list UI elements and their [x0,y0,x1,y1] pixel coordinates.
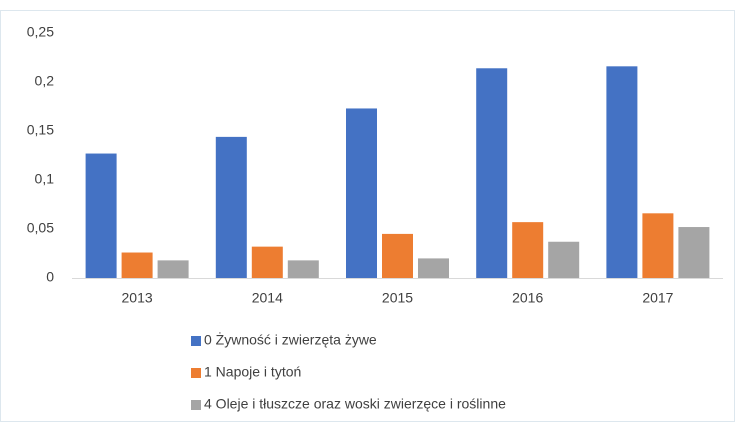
bar [418,258,449,278]
bar [287,260,319,278]
legend-label: 1 Napoje i tytoń [204,364,301,380]
bar [606,66,638,278]
y-tick-label: 0,2 [35,73,55,89]
bar [346,108,377,279]
y-tick-label: 0 [46,269,54,285]
y-tick-label: 0,05 [27,220,54,236]
y-tick-label: 0,25 [27,24,54,40]
bar [251,246,283,278]
legend-swatch [191,336,201,346]
bar [85,153,117,278]
legend-swatch [191,400,201,410]
x-tick-label: 2016 [512,290,543,306]
x-tick-label: 2017 [642,290,673,306]
y-tick-label: 0,1 [35,171,55,187]
bar [512,222,544,278]
legend-label: 0 Żywność i zwierzęta żywe [204,331,377,348]
legend-label: 4 Oleje i tłuszcze oraz woski zwierzęce … [204,396,506,412]
bar [678,227,710,278]
x-tick-label: 2014 [252,290,283,306]
x-tick-label: 2015 [382,290,413,306]
bar [157,260,189,278]
bar [382,233,413,278]
bar [548,241,580,278]
bar [476,68,508,278]
y-tick-label: 0,15 [27,122,54,138]
bar [642,213,674,278]
x-tick-label: 2013 [122,290,153,306]
bar [121,252,153,278]
legend-swatch [191,368,201,378]
bar [215,136,247,278]
